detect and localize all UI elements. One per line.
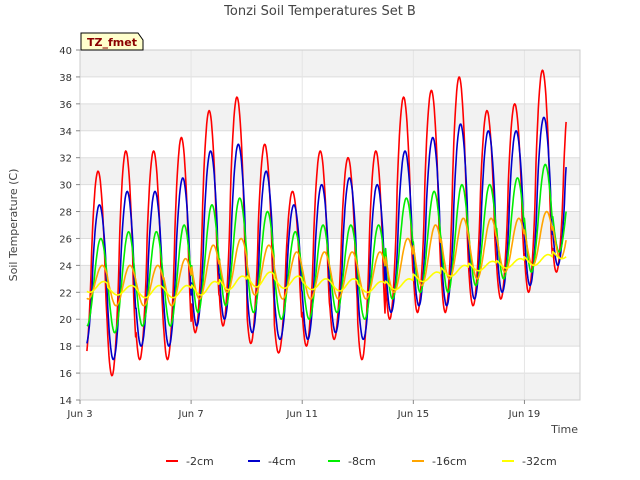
y-tick-label: 18	[59, 342, 72, 353]
series-line-minus-8cm	[86, 163, 567, 334]
legend-label: -4cm	[268, 455, 296, 468]
plot-band	[80, 157, 580, 185]
badge-box	[80, 32, 144, 51]
y-axis-ticks: 14 16 18 20 22 24 26 28 30 32 34 36 38 40	[59, 46, 80, 407]
legend: -2cm -4cm -8cm -16cm -32cm	[166, 455, 557, 468]
y-tick-label: 36	[59, 100, 72, 111]
y-tick-label: 20	[59, 315, 72, 326]
plot-band	[80, 373, 580, 400]
badge: TZ_fmet	[80, 32, 144, 51]
x-axis-label: Time	[550, 423, 578, 436]
legend-label: -16cm	[432, 455, 467, 468]
y-tick-label: 26	[59, 234, 72, 245]
series-line-minus-32cm	[86, 250, 567, 299]
plot-band	[80, 50, 580, 77]
y-tick-label: 40	[59, 46, 72, 57]
y-tick-label: 34	[59, 127, 72, 138]
plot-band	[80, 319, 580, 347]
x-tick-label: Jun 3	[66, 409, 92, 420]
y-tick-label: 22	[59, 288, 72, 299]
y-tick-label: 30	[59, 181, 72, 192]
plot-band	[80, 103, 580, 131]
plot-area-border	[79, 49, 581, 401]
series-line-minus-4cm	[86, 116, 567, 361]
y-axis-label: Soil Temperature (C)	[7, 169, 20, 282]
y-tick-label: 16	[59, 369, 72, 380]
chart-title: Tonzi Soil Temperatures Set B	[223, 4, 416, 19]
x-tick-label: Jun 11	[285, 409, 318, 420]
x-tick-label: Jun 7	[178, 409, 204, 420]
y-tick-label: 24	[59, 261, 72, 272]
legend-label: -2cm	[186, 455, 214, 468]
y-tick-label: 14	[59, 396, 72, 407]
legend-label: -32cm	[522, 455, 557, 468]
legend-label: -8cm	[348, 455, 376, 468]
x-tick-label: Jun 19	[508, 409, 541, 420]
x-axis-ticks: Jun 3 Jun 7 Jun 11 Jun 15 Jun 19	[66, 400, 540, 420]
y-tick-label: 38	[59, 73, 72, 84]
badge-label: TZ_fmet	[87, 36, 137, 49]
series-lines	[86, 69, 567, 377]
y-tick-label: 32	[59, 154, 72, 165]
x-tick-label: Jun 15	[397, 409, 430, 420]
y-tick-label: 28	[59, 208, 72, 219]
